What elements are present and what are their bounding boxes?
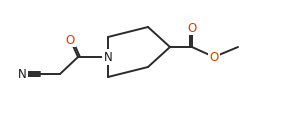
Text: N: N xyxy=(18,68,26,81)
Text: N: N xyxy=(104,51,112,64)
Text: O: O xyxy=(209,51,219,64)
Text: O: O xyxy=(187,21,197,34)
Text: O: O xyxy=(65,33,75,46)
